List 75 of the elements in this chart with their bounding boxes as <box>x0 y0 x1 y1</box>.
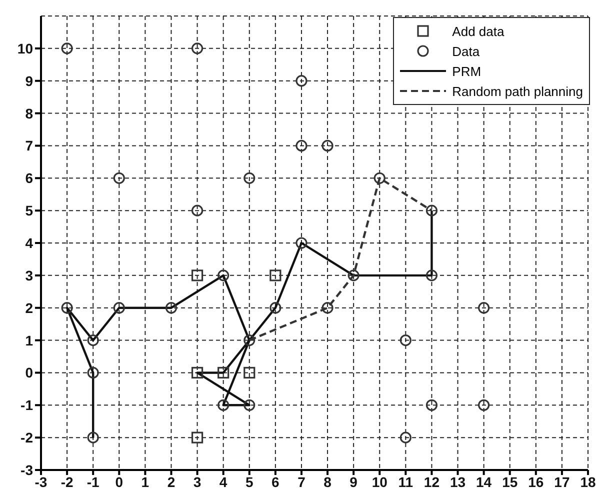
y-tick-label: -1 <box>20 397 34 414</box>
point <box>348 270 360 282</box>
y-tick-label: 1 <box>25 332 34 348</box>
point <box>191 432 204 444</box>
x-tick-label: 14 <box>476 474 492 490</box>
point <box>374 172 386 184</box>
x-tick-label: 1 <box>141 474 150 490</box>
point <box>61 42 73 54</box>
y-tick-label: -3 <box>20 462 34 478</box>
point <box>113 302 125 314</box>
point <box>400 432 412 444</box>
point <box>296 237 308 249</box>
point <box>270 302 282 314</box>
point <box>270 270 282 282</box>
y-tick-label: 3 <box>25 267 34 284</box>
point <box>87 432 99 444</box>
legend-label: Random path planning <box>452 84 583 98</box>
point <box>87 366 99 379</box>
x-tick-label: 4 <box>219 474 228 490</box>
point <box>426 204 438 216</box>
x-tick-label: 17 <box>554 474 570 490</box>
legend-label: Add data <box>452 24 504 38</box>
point <box>426 270 438 282</box>
y-tick-label: 0 <box>25 364 34 381</box>
x-tick-label: 15 <box>502 474 518 490</box>
point <box>244 366 256 379</box>
point <box>218 399 230 411</box>
point <box>191 270 204 282</box>
point <box>478 399 490 411</box>
x-tick-label: 9 <box>350 474 358 490</box>
point <box>244 399 256 411</box>
point <box>218 366 230 379</box>
x-tick-label: 13 <box>450 474 466 490</box>
y-tick-label: 9 <box>25 72 34 89</box>
legend-label: PRM <box>452 64 482 78</box>
y-tick-label: 6 <box>25 170 34 186</box>
point <box>165 302 178 314</box>
y-tick-label: -2 <box>20 430 34 446</box>
point <box>426 399 438 411</box>
x-tick-label: 2 <box>167 474 176 490</box>
point <box>218 270 230 282</box>
point <box>191 42 204 54</box>
x-tick-label: 12 <box>424 474 440 490</box>
point <box>296 75 308 87</box>
point <box>478 302 490 314</box>
point <box>191 204 204 216</box>
x-tick-label: 7 <box>298 474 306 490</box>
point <box>296 140 308 152</box>
x-tick-label: 16 <box>528 474 544 490</box>
y-tick-label: 5 <box>25 202 34 219</box>
x-tick-label: 3 <box>193 474 202 490</box>
y-tick-label: 4 <box>25 234 34 251</box>
y-tick-label: 8 <box>25 105 34 122</box>
x-tick-label: 18 <box>580 474 596 490</box>
x-tick-label: 6 <box>272 474 280 490</box>
point <box>400 334 412 346</box>
point <box>322 302 334 314</box>
point <box>322 140 334 152</box>
x-tick-label: 0 <box>115 474 124 490</box>
x-tick-label: 11 <box>398 474 414 490</box>
y-tick-label: 10 <box>17 40 34 56</box>
y-tick-label: 2 <box>25 300 34 316</box>
x-tick-label: 8 <box>324 474 332 490</box>
x-tick-label: 5 <box>245 474 254 490</box>
point <box>244 334 256 346</box>
y-tick-label: 7 <box>25 138 34 154</box>
point <box>191 366 204 379</box>
point <box>244 172 256 184</box>
x-tick-label: -1 <box>86 474 100 490</box>
x-tick-label: 10 <box>372 474 388 490</box>
point <box>61 302 73 314</box>
x-tick-label: -2 <box>60 474 74 490</box>
point <box>87 334 99 346</box>
legend-label: Data <box>452 44 480 58</box>
point <box>113 172 125 184</box>
